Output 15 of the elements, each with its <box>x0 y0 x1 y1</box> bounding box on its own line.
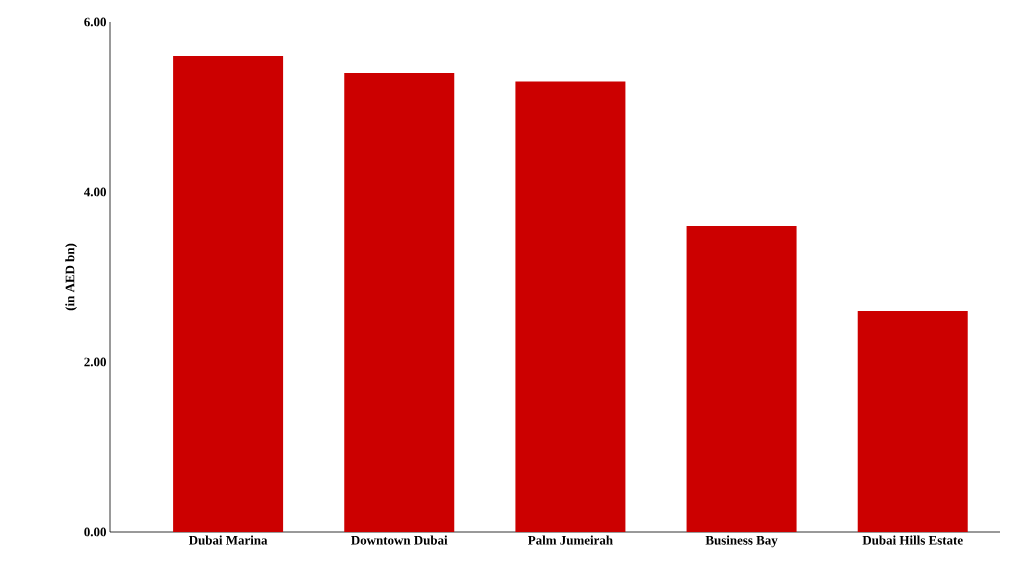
bar <box>857 311 968 532</box>
x-tick-label: Dubai Hills Estate <box>862 535 963 545</box>
x-tick-label: Downtown Dubai <box>351 535 448 545</box>
y-tick-label: 6.00 <box>84 17 106 27</box>
y-tick-label: 4.00 <box>83 187 106 197</box>
bar <box>344 73 455 532</box>
x-tick-label: Dubai Marina <box>188 535 268 545</box>
x-tick-label: Palm Jumeirah <box>528 535 613 545</box>
y-axis-title: (in AED bn) <box>65 243 77 311</box>
bar <box>515 81 626 532</box>
y-tick-label: 2.00 <box>84 357 106 367</box>
bar <box>173 56 284 532</box>
x-tick-label: Business Bay <box>705 535 778 548</box>
bar <box>686 226 797 532</box>
y-tick-label: 0.00 <box>84 527 106 537</box>
